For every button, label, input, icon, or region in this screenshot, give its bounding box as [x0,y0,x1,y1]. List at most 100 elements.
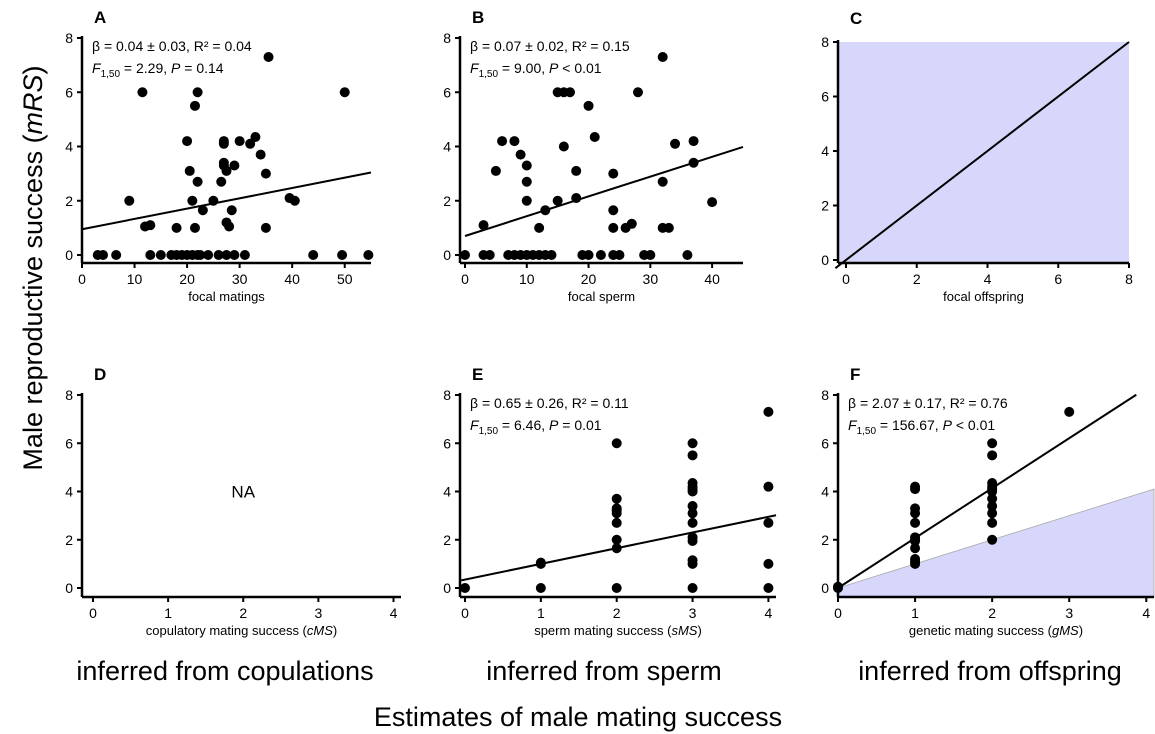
data-point [987,517,998,528]
y-tick-label: 4 [821,484,829,500]
panel-letter: E [472,365,483,384]
regression-line [837,393,1137,589]
data-point [189,100,200,111]
stat-f-p: F1,50 = 9.00, P < 0.01 [470,60,602,80]
panel-f: 0 2 4 6 8 0 1 2 3 4 genetic mating success (gMS) Fβ… [821,365,1155,638]
x-tick-label: 20 [581,271,597,287]
data-point [663,222,674,233]
data-point [763,406,774,417]
x-tick-label: 50 [337,271,353,287]
x-tick-label: 10 [519,271,535,287]
data-point [682,250,693,260]
data-point [687,438,698,449]
data-point [213,250,224,260]
y-tick-label: 2 [821,198,829,214]
stat-f-p: F1,50 = 156.67, P < 0.01 [848,417,995,437]
data-point [535,558,546,569]
caption-copulations: inferred from copulations [76,656,373,686]
data-point [571,193,582,204]
data-point [111,250,122,260]
data-point [535,583,546,593]
x-tick-label: 30 [232,271,248,287]
data-point [763,558,774,569]
y-tick-label: 4 [821,143,829,159]
y-tick-label: 4 [65,484,73,500]
y-tick-label: 0 [65,247,73,263]
stat-beta-r2: β = 0.07 ± 0.02, R² = 0.15 [470,38,630,54]
x-axis-label: genetic mating success (gMS) [909,623,1083,638]
x-tick-label: 2 [913,271,921,287]
data-point [184,165,195,176]
data-point [611,534,622,545]
data-point [583,250,594,260]
x-tick-label: 3 [689,605,697,621]
data-point [833,581,843,592]
data-point [608,205,619,216]
data-point [260,222,271,233]
data-point [337,250,348,260]
data-point [289,195,300,206]
x-tick-label: 20 [179,271,195,287]
regression-line [834,41,1130,269]
x-tick-label: 1 [537,605,545,621]
y-tick-label: 8 [443,387,451,403]
data-point [189,222,200,233]
data-point [611,438,622,449]
y-tick-label: 2 [65,193,73,209]
y-tick-label: 0 [821,580,829,596]
data-point [98,250,109,260]
data-point [611,583,622,593]
data-point [608,168,619,179]
data-point [987,438,998,449]
data-point [687,517,698,528]
x-tick-label: 4 [1142,605,1150,621]
panel-letter: B [472,8,484,27]
data-point [608,222,619,233]
data-point [339,87,350,98]
data-point [987,500,998,511]
data-point [195,250,206,260]
data-point [221,250,232,260]
panel-a: 0 2 4 6 8 0 10 20 30 40 50 focal matings Aβ = 0.04 ±… [65,8,374,304]
data-point [226,205,237,216]
data-point [145,220,156,231]
y-tick-label: 2 [443,532,451,548]
x-tick-label: 0 [461,605,469,621]
y-tick-label: 0 [821,252,829,268]
data-point [478,220,489,231]
x-tick-label: 0 [89,605,97,621]
x-tick-label: 2 [239,605,247,621]
data-point [509,136,520,147]
data-point [611,543,622,554]
data-point [203,250,214,260]
data-point [611,517,622,528]
data-point [910,535,921,546]
data-point [687,583,698,593]
y-tick-label: 2 [65,532,73,548]
x-tick-label: 1 [164,605,172,621]
x-tick-label: 0 [834,605,842,621]
x-axis-label: focal offspring [943,289,1024,304]
data-point [688,136,699,147]
data-point [687,486,698,497]
data-point [910,508,921,519]
data-point [521,160,532,171]
data-point [645,250,656,260]
stat-beta-r2: β = 0.65 ± 0.26, R² = 0.11 [470,395,629,411]
y-tick-label: 6 [443,435,451,451]
data-point [614,250,625,260]
x-tick-label: 1 [911,605,919,621]
panel-d: 0 2 4 6 8 0 1 2 3 4 copulatory mating success (cMS… [65,365,401,638]
y-tick-label: 0 [65,580,73,596]
data-point [987,493,998,504]
y-tick-label: 6 [821,435,829,451]
y-tick-label: 2 [821,532,829,548]
y-tick-label: 4 [65,139,73,155]
data-point [987,508,998,519]
data-point [546,250,557,260]
x-tick-label: 0 [842,271,850,287]
data-point [521,195,532,206]
x-axis-label: focal sperm [568,289,635,304]
regression-line [81,171,372,231]
x-tick-label: 8 [1125,271,1133,287]
